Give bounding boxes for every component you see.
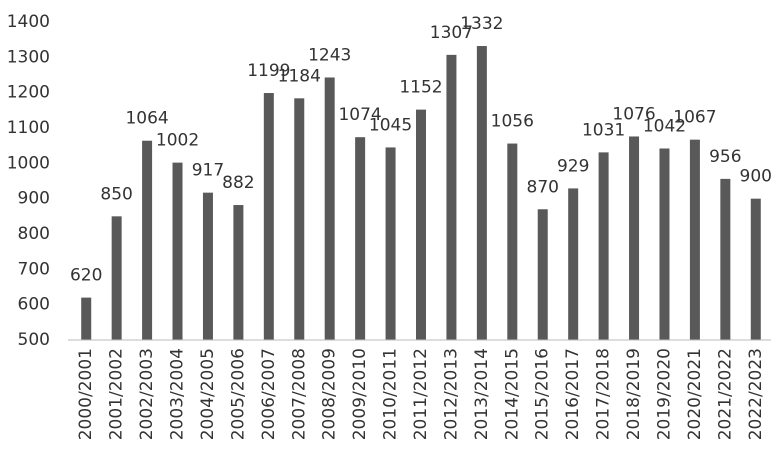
x-tick-label: 2016/2017 [563, 348, 583, 440]
data-label: 929 [557, 156, 589, 176]
x-tick-label: 2017/2018 [594, 348, 614, 440]
bar [355, 137, 366, 340]
data-label: 1184 [278, 66, 321, 86]
x-tick-label: 2005/2006 [228, 348, 248, 440]
data-label: 1332 [460, 14, 503, 34]
y-tick-label: 1400 [7, 12, 50, 32]
x-tick-label: 2007/2008 [289, 348, 309, 440]
y-tick-label: 1200 [7, 83, 50, 103]
x-tick-label: 2015/2016 [533, 348, 553, 440]
x-tick-label: 2002/2003 [137, 348, 157, 440]
data-label: 1152 [399, 78, 442, 98]
x-tick-label: 2008/2009 [320, 348, 340, 440]
x-tick-label: 2014/2015 [502, 348, 522, 440]
bar [537, 209, 548, 340]
x-tick-label: 2001/2002 [107, 348, 127, 440]
bar [629, 136, 640, 340]
data-label: 620 [70, 266, 102, 286]
data-label: 917 [192, 161, 224, 181]
bar [476, 46, 487, 340]
bar [172, 162, 183, 340]
x-tick-label: 2000/2001 [76, 348, 96, 440]
data-label: 1076 [612, 104, 655, 124]
x-tick-label: 2006/2007 [259, 348, 279, 440]
bar [142, 140, 153, 340]
bar [750, 198, 761, 340]
x-tick-label: 2013/2014 [472, 348, 492, 440]
bar [202, 192, 213, 340]
bar [294, 98, 305, 340]
y-tick-label: 1100 [7, 118, 50, 138]
bar [111, 216, 122, 340]
data-label: 1045 [369, 115, 412, 135]
bar [233, 205, 244, 340]
bar [81, 297, 92, 340]
y-tick-label: 700 [18, 259, 50, 279]
data-label: 1056 [491, 112, 534, 132]
data-label: 882 [222, 173, 254, 193]
x-tick-label: 2011/2012 [411, 348, 431, 440]
y-tick-label: 600 [18, 295, 50, 315]
bar [263, 93, 274, 341]
x-tick-label: 2020/2021 [685, 348, 705, 440]
x-tick-label: 2022/2023 [746, 348, 766, 440]
y-tick-label: 1000 [7, 153, 50, 173]
bar [416, 109, 426, 340]
data-label: 850 [100, 184, 132, 204]
data-label: 870 [527, 177, 559, 197]
x-tick-label: 2003/2004 [168, 348, 188, 440]
x-tick-label: 2009/2010 [350, 348, 370, 440]
data-label: 900 [740, 167, 772, 187]
bar [659, 148, 670, 340]
bar [324, 77, 335, 341]
data-label: 1074 [338, 105, 381, 125]
x-tick-label: 2019/2020 [654, 348, 674, 440]
bar [598, 152, 609, 340]
data-label: 956 [709, 147, 741, 167]
bar [385, 147, 396, 340]
data-label: 1031 [582, 120, 625, 140]
x-tick-label: 2012/2013 [441, 348, 461, 440]
bar [507, 143, 518, 340]
x-tick-label: 2021/2022 [715, 348, 735, 440]
data-label: 1307 [430, 23, 473, 43]
bar [568, 188, 579, 340]
data-label: 1243 [308, 45, 351, 65]
data-label: 1042 [643, 116, 686, 136]
data-label: 1002 [156, 131, 199, 151]
data-label: 1067 [673, 108, 716, 128]
y-tick-label: 900 [18, 189, 50, 209]
y-tick-label: 800 [18, 224, 50, 244]
data-label: 1199 [247, 61, 290, 81]
bar [446, 54, 457, 341]
y-tick-label: 1300 [7, 47, 50, 67]
x-tick-label: 2004/2005 [198, 348, 218, 440]
bar [689, 139, 700, 340]
x-tick-label: 2010/2011 [381, 348, 401, 440]
x-tick-label: 2018/2019 [624, 348, 644, 440]
data-label: 1064 [125, 109, 168, 129]
y-tick-label: 500 [18, 330, 50, 350]
bar [720, 178, 731, 340]
